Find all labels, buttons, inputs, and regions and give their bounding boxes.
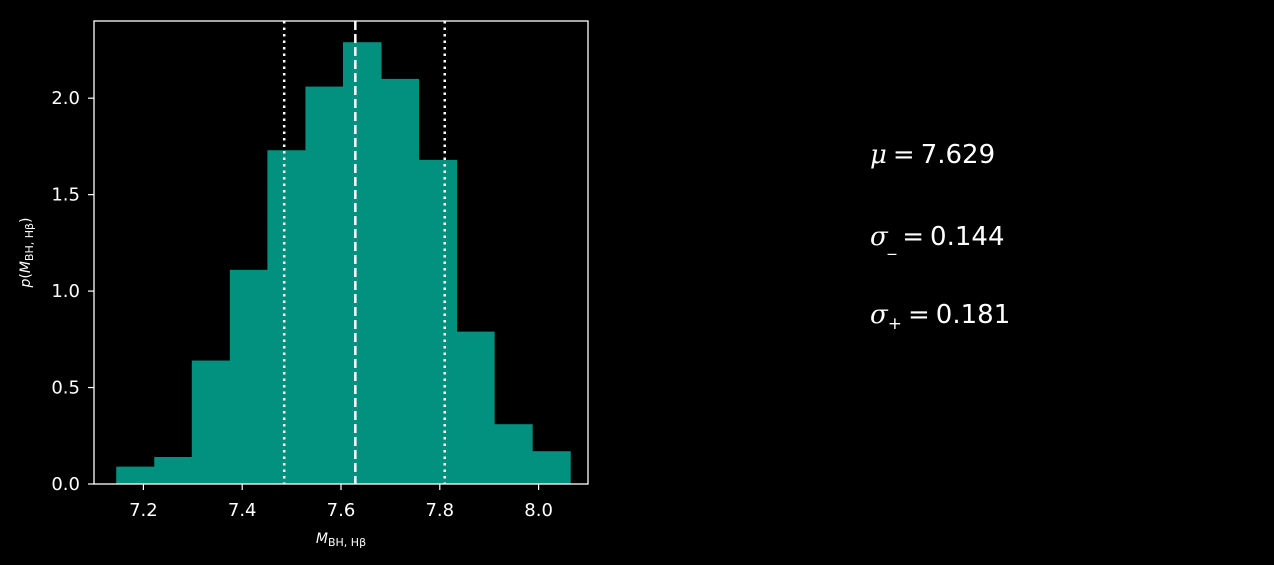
- x-tick-label: 7.2: [129, 500, 158, 521]
- sigma-minus-subscript: _: [887, 236, 897, 256]
- y-tick-label: 1.5: [51, 185, 80, 206]
- histogram-chart: 7.2 7.4 7.6 7.8 8.0 0.0 0.5 1.0 1.5 2.0 MBH, Hβ p(M…: [18, 20, 589, 549]
- histogram-bar: [494, 424, 533, 484]
- mu-symbol: μ: [870, 140, 887, 170]
- y-tick-label: 0.5: [51, 378, 80, 399]
- histogram-bar: [229, 269, 268, 484]
- sigma-plus-subscript: +: [887, 314, 902, 334]
- y-axis-label: p(MBH, Hβ): [18, 217, 36, 288]
- histogram-bar: [191, 360, 231, 484]
- sigma-minus-value: 0.144: [930, 222, 1005, 252]
- sigma-minus-stat: σ_ = 0.144: [870, 222, 1010, 262]
- x-tick-label: 7.8: [425, 500, 454, 521]
- sigma-plus-value: 0.181: [935, 300, 1011, 330]
- sigma-plus-equals: =: [908, 300, 930, 330]
- histogram-bar: [116, 466, 155, 484]
- x-tick-label: 7.6: [327, 500, 356, 521]
- histogram-bar: [342, 42, 382, 485]
- y-tick-label: 2.0: [51, 88, 80, 109]
- x-axis-label: MBH, Hβ: [316, 531, 366, 549]
- histogram-bar: [267, 150, 306, 485]
- histogram-bar: [381, 78, 420, 484]
- sigma-minus-equals: =: [902, 222, 925, 252]
- histogram-bar: [154, 456, 193, 484]
- histogram-bar: [456, 331, 495, 484]
- histogram-bar: [305, 86, 344, 484]
- histogram-bar: [418, 159, 458, 484]
- x-tick-label: 8.0: [524, 500, 553, 521]
- histogram-bar: [532, 451, 571, 484]
- mu-value: 7.629: [920, 140, 996, 170]
- sigma-plus-stat: σ+ = 0.181: [870, 300, 1010, 340]
- sigma-minus-symbol: σ: [870, 222, 888, 252]
- stats-panel: μ = 7.629 σ_ = 0.144 σ+ = 0.181: [870, 140, 1010, 340]
- y-tick-label: 1.0: [51, 281, 80, 302]
- y-tick-label: 0.0: [51, 474, 80, 495]
- sigma-plus-symbol: σ: [870, 300, 888, 330]
- mu-equals: =: [892, 140, 915, 170]
- mu-stat: μ = 7.629: [870, 140, 1010, 180]
- x-tick-label: 7.4: [228, 500, 257, 521]
